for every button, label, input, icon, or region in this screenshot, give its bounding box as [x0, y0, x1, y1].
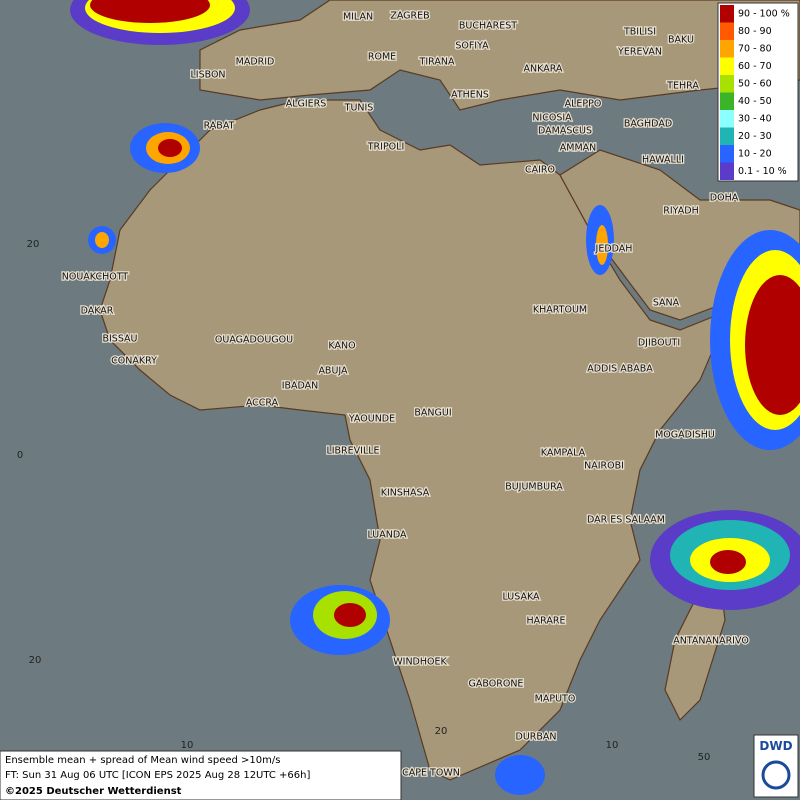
legend-label: 20 - 30 [738, 131, 772, 142]
legend-label: 40 - 50 [738, 96, 772, 107]
city-label: HAWALLI [642, 155, 684, 166]
city-label: BAKU [668, 35, 694, 46]
legend-swatch [720, 92, 734, 110]
caption-line: Ensemble mean + spread of Mean wind spee… [5, 755, 280, 766]
legend-label: 0.1 - 10 % [738, 166, 787, 177]
logo-text: DWD [759, 739, 792, 753]
legend-swatch [720, 40, 734, 58]
city-label: LIBREVILLE [326, 446, 379, 457]
city-label: RABAT [204, 121, 235, 132]
city-label: MAPUTO [535, 694, 576, 705]
city-label: YEREVAN [617, 47, 662, 58]
city-labels: MILAN ZAGREB BUCHAREST MADRID ROME SOFIYATIRA… [61, 9, 751, 780]
city-label: WINDHOEK [393, 657, 447, 668]
legend-swatch [720, 145, 734, 163]
city-label: BAGHDAD [624, 119, 672, 130]
city-label: IBADAN [282, 381, 319, 392]
legend-swatch [720, 5, 734, 23]
legend-swatch [720, 127, 734, 145]
city-label: TIRANA [419, 57, 455, 68]
city-label: ZAGREB [390, 11, 429, 22]
grid-label: 20 [27, 239, 40, 250]
city-label: SOFIYA [455, 41, 489, 52]
legend-swatch [720, 162, 734, 180]
legend-label: 90 - 100 % [738, 8, 790, 19]
grid-label: 10 [181, 740, 194, 751]
legend-label: 30 - 40 [738, 113, 772, 124]
city-label: DAR ES SALAAM [587, 515, 665, 526]
city-label: LUANDA [367, 530, 407, 541]
city-label: DOHA [710, 193, 739, 204]
legend-label: 70 - 80 [738, 43, 772, 54]
city-label: ANKARA [524, 64, 563, 75]
city-label: CONAKRY [111, 356, 157, 367]
grid-label: 50 [698, 752, 711, 763]
logo-icon [761, 760, 791, 790]
grid-label: 20 [29, 655, 42, 666]
city-label: LISBON [190, 70, 225, 81]
city-label: DJIBOUTI [638, 338, 680, 349]
caption-line: ©2025 Deutscher Wetterdienst [5, 786, 182, 797]
city-label: TRIPOLI [367, 142, 405, 153]
grid-label: 10 [606, 740, 619, 751]
city-label: ROME [368, 52, 396, 63]
city-label: BUJUMBURA [505, 482, 563, 493]
city-label: RIYADH [663, 206, 698, 217]
city-label: JEDDAH [595, 244, 633, 255]
city-label: CAPE TOWN [402, 768, 460, 779]
legend: 90 - 100 % 80 - 90 70 - 80 60 - 70 50 - 60 40… [717, 2, 799, 182]
city-label: CAIRO [525, 165, 555, 176]
grid-label: 20 [435, 726, 448, 737]
caption-box [0, 750, 402, 801]
city-label: ABUJA [318, 366, 348, 377]
grid-labels: 20 0 20 10 20 10 50 [17, 239, 711, 763]
city-label: TUNIS [344, 103, 374, 114]
city-label: DAMASCUS [538, 126, 592, 137]
legend-swatch [720, 75, 734, 93]
city-label: TEHRA [666, 81, 699, 92]
city-label: KAMPALA [541, 448, 586, 459]
legend-swatch [720, 22, 734, 40]
city-label: HARARE [527, 616, 566, 627]
city-label: DURBAN [516, 732, 557, 743]
city-label: OUAGADOUGOU [215, 335, 293, 346]
legend-label: 60 - 70 [738, 61, 772, 72]
city-label: ANTANANARIVO [673, 636, 749, 647]
grid-label: 0 [17, 450, 23, 461]
city-label: BUCHAREST [459, 21, 517, 32]
city-label: NICOSIA [532, 113, 572, 124]
city-label: SANA [653, 298, 680, 309]
city-label: TBILISI [623, 27, 656, 38]
city-label: ALEPPO [565, 99, 602, 110]
city-label: ACCRA [246, 398, 279, 409]
legend-label: 50 - 60 [738, 78, 772, 89]
city-label: BANGUI [414, 408, 451, 419]
legend-label: 10 - 20 [738, 148, 772, 159]
city-label: AMMAN [560, 143, 597, 154]
legend-label: 80 - 90 [738, 26, 772, 37]
city-label: NAIROBI [584, 461, 624, 472]
city-label: DAKAR [81, 306, 114, 317]
land [99, 0, 800, 781]
caption-line: FT: Sun 31 Aug 06 UTC [ICON EPS 2025 Aug… [5, 770, 310, 781]
city-label: GABORONE [469, 679, 524, 690]
city-label: MADRID [236, 57, 275, 68]
legend-swatch [720, 57, 734, 75]
city-label: YAOUNDE [348, 414, 395, 425]
city-label: KHARTOUM [533, 305, 587, 316]
city-label: ADDIS ABABA [587, 364, 653, 375]
city-label: ALGIERS [286, 99, 327, 110]
legend-swatch [720, 110, 734, 128]
city-label: BISSAU [102, 334, 137, 345]
city-label: KANO [328, 341, 355, 352]
city-label: MILAN [343, 12, 373, 23]
city-label: NOUAKCHOTT [62, 272, 129, 283]
city-label: ATHENS [451, 90, 489, 101]
city-label: MOGADISHU [655, 430, 715, 441]
wind-areas [70, 0, 800, 795]
city-label: KINSHASA [381, 488, 430, 499]
city-label: LUSAKA [502, 592, 540, 603]
